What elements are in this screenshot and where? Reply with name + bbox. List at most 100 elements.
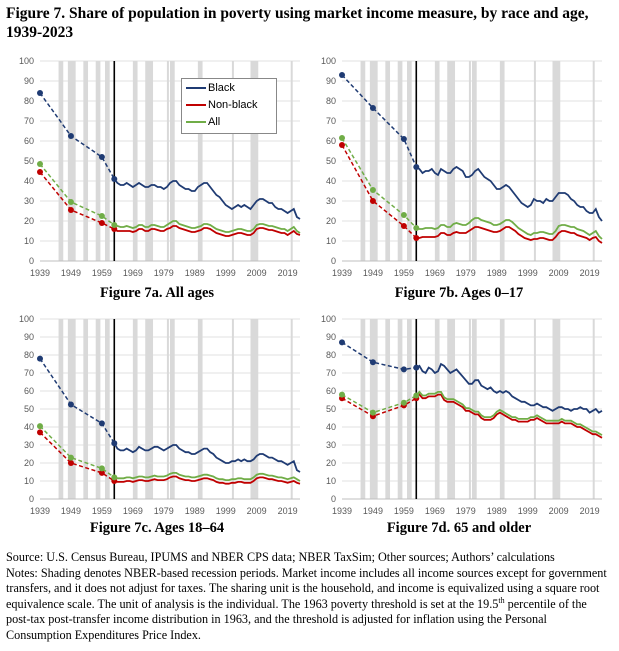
point-nonblack [413,235,420,241]
legend: Black Non-black All [181,78,277,134]
y-tick-label: 40 [326,176,336,186]
point-all [413,225,420,231]
point-all [339,391,345,398]
y-tick-label: 10 [326,236,336,246]
point-black [413,164,420,170]
chart-a: 0 10 20 30 40 50 60 70 80 90 100 1939 1949 1959 1969 19… [19,56,301,278]
x-tick-label: 2019 [580,506,600,516]
series-all-line [114,471,301,482]
legend-label-nonblack: Non-black [208,99,258,111]
point-all [37,161,43,167]
series-black-early-dashed [341,74,417,168]
x-tick-label: 1999 [216,268,236,278]
point-all [111,474,118,481]
y-tick-label: 90 [24,76,34,86]
y-tick-label: 90 [24,332,34,342]
chart-title-a: Figure 7a. All ages [99,285,215,301]
y-tick-label: 30 [24,196,34,206]
figure-title: Figure 7. Share of population in poverty… [6,5,589,41]
legend-label-all: All [208,116,221,128]
source-note: Source: U.S. Census Bureau, IPUMS and NB… [6,550,555,564]
point-all [37,423,43,430]
point-black [369,105,376,111]
series-all-early-dashed [39,425,115,479]
x-tick-label: 1939 [30,268,50,278]
x-tick-label: 1989 [185,506,205,516]
y-tick-label: 30 [326,196,336,206]
point-black [413,364,420,371]
point-nonblack [37,429,43,436]
point-nonblack [339,142,345,148]
point-all [400,399,407,406]
x-tick-label: 1969 [425,506,445,516]
x-tick-label: 1969 [425,268,445,278]
x-tick-label: 1959 [394,506,414,516]
y-tick-label: 100 [321,56,336,66]
x-tick-label: 1969 [123,506,143,516]
legend-item-all: All [186,115,220,129]
chart-panel-d: 0 10 20 30 40 50 60 70 80 90 100 1939 1949 1959 1969 19… [310,312,608,542]
y-tick-label: 100 [321,314,336,324]
series-all-early-dashed [341,393,417,414]
point-nonblack [67,460,74,466]
x-tick-label: 1999 [216,506,236,516]
x-tick-label: 2009 [549,268,569,278]
y-tick-label: 70 [24,368,34,378]
x-tick-label: 2009 [549,506,569,516]
y-tick-label: 30 [326,440,336,450]
series-black-early-dashed [39,358,115,444]
y-tick-label: 20 [24,216,34,226]
legend-item-nonblack: Non-black [186,98,258,112]
legend-line-black [186,87,206,89]
chart-panel-b: 0 10 20 30 40 50 60 70 80 90 100 1939 1949 1959 1969 19… [310,54,608,306]
series-nonblack-early-dashed [39,171,115,230]
series-all-line [415,390,603,436]
point-black [111,440,118,447]
series-nonblack-early-dashed [39,431,115,482]
x-tick-label: 2019 [278,268,298,278]
point-black [37,355,43,362]
series-nonblack-early-dashed [341,397,417,418]
point-black [339,339,345,346]
series-nonblack-line [113,225,301,237]
x-tick-label: 1959 [394,268,414,278]
point-all [111,222,118,228]
y-tick-label: 10 [24,236,34,246]
y-tick-label: 40 [24,176,34,186]
x-tick-label: 1989 [487,506,507,516]
chart-panel-c: 0 10 20 30 40 50 60 70 80 90 100 1939 1949 1959 1969 19… [8,312,306,542]
point-nonblack [37,169,43,175]
x-tick-label: 1959 [92,268,112,278]
y-tick-label: 100 [19,314,34,324]
y-tick-label: 0 [331,256,336,266]
series-black-early-dashed [341,341,417,371]
x-tick-label: 1949 [61,506,81,516]
notes-superscript: th [498,595,505,605]
point-nonblack [67,207,74,213]
x-tick-label: 1949 [363,506,383,516]
x-tick-label: 1979 [154,268,174,278]
point-black [98,154,105,160]
chart-c: 0 10 20 30 40 50 60 70 80 90 100 1939 1949 1959 1969 19… [19,314,301,516]
notes-line-1: Notes: Shading denotes NBER-based recess… [6,565,607,611]
y-tick-label: 40 [326,422,336,432]
x-tick-label: 1939 [332,506,352,516]
y-tick-label: 90 [326,332,336,342]
point-all [369,187,376,193]
point-all [413,392,420,399]
series-all-early-dashed [39,163,115,226]
chart-title-b: Figure 7b. Ages 0–17 [394,285,524,301]
series-nonblack-line [416,226,603,244]
x-tick-label: 1949 [61,268,81,278]
chart-title-c: Figure 7c. Ages 18–64 [89,520,225,536]
y-tick-label: 90 [326,76,336,86]
x-tick-label: 1939 [332,268,352,278]
legend-line-all [186,121,206,123]
x-tick-label: 1989 [185,268,205,278]
y-tick-label: 50 [326,404,336,414]
point-all [98,465,105,472]
series-black-line [113,442,301,473]
x-tick-label: 1999 [518,506,538,516]
x-tick-label: 2019 [278,506,298,516]
